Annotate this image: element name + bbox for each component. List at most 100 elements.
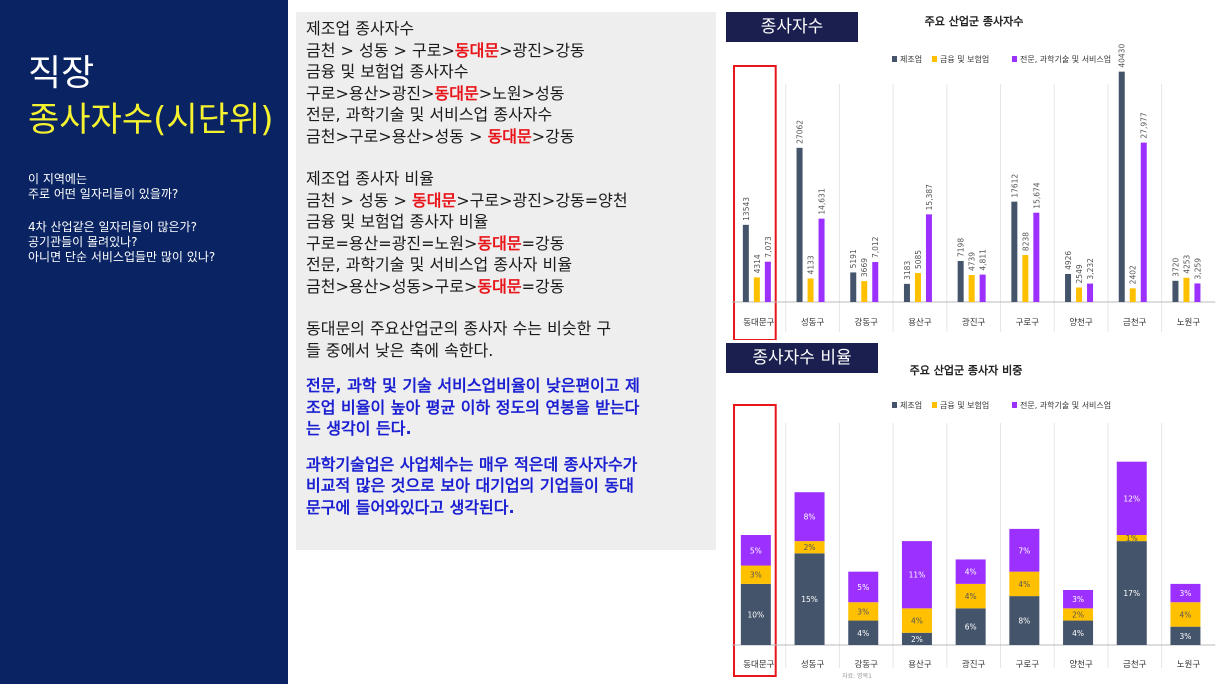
- legend-swatch: [932, 402, 937, 408]
- stacked-bar-segment: [955, 608, 986, 645]
- x-tick-label: 용산구: [908, 317, 932, 328]
- data-label: 12%: [1123, 494, 1140, 503]
- bar: [957, 260, 964, 302]
- stacked-bar-segment: [848, 620, 879, 645]
- stacked-bar-segment: [848, 571, 879, 603]
- stacked-bar-segment: [955, 559, 986, 584]
- bar: [1011, 201, 1018, 302]
- x-tick-label: 성동구: [801, 660, 825, 670]
- rank-header-manufacturing: 제조업 종사자수: [306, 19, 415, 38]
- data-label: 6%: [965, 623, 977, 632]
- data-label: 1%: [1126, 534, 1138, 543]
- data-label: 7,073: [764, 236, 773, 258]
- legend-label: 전문, 과학기술 및 서비스업: [1020, 54, 1111, 64]
- legend-swatch: [932, 56, 937, 62]
- legend-swatch: [892, 56, 897, 62]
- data-label: 3183: [903, 261, 912, 280]
- x-tick-label: 광진구: [962, 659, 986, 670]
- insight-paragraph-2-cont: 비교적 많은 것으로 보아 대기업의 기업들이 동대: [306, 476, 634, 495]
- highlight-box: [733, 65, 777, 340]
- x-tick-label: 금천구: [1123, 317, 1147, 328]
- stacked-bar-segment: [1170, 583, 1201, 603]
- data-label: 5191: [849, 249, 858, 268]
- bar: [796, 147, 803, 302]
- data-label: 2%: [804, 543, 816, 552]
- data-label: 10%: [748, 610, 765, 619]
- question-line: 4차 산업같은 일자리들이 많은가?: [28, 220, 197, 234]
- stacked-bar-segment: [740, 583, 771, 645]
- page-subtitle: 종사자수(시단위): [28, 100, 274, 140]
- insight-paragraph-1: 전문, 과학 및 기술 서비스업비율이 낮은편이고 제: [306, 376, 640, 395]
- data-label: 4314: [753, 254, 762, 273]
- rank-science: 금천>구로>용산>성동 > 동대문>강동: [306, 126, 575, 146]
- bar: [1194, 283, 1201, 302]
- stacked-bar-segment: [794, 492, 825, 542]
- rank-header-finance: 금융 및 보험업 종사자수: [306, 62, 469, 81]
- legend-label: 금융 및 보험업: [940, 54, 989, 64]
- data-label: 2%: [1072, 610, 1084, 619]
- bar: [979, 274, 986, 302]
- data-label: 8%: [804, 513, 816, 522]
- question-block-2: 4차 산업같은 일자리들이 많은가? 공기관들이 몰려있나? 아니면 단순 서비…: [28, 220, 283, 265]
- data-label: 4739: [968, 252, 977, 271]
- data-label: 11%: [909, 571, 926, 580]
- x-tick-label: 성동구: [801, 318, 825, 328]
- bar: [1118, 71, 1125, 302]
- data-label: 4%: [911, 617, 923, 626]
- x-tick-label: 노원구: [1177, 318, 1201, 328]
- data-label: 7,012: [871, 236, 880, 258]
- bar: [1033, 212, 1040, 302]
- data-label: 3%: [1072, 595, 1084, 604]
- stacked-bar-segment: [794, 541, 825, 554]
- bar: [968, 274, 975, 302]
- legend-swatch: [1012, 56, 1017, 62]
- rank-finance: 구로>용산>광진>동대문>노원>성동: [306, 83, 565, 103]
- rank-header-science: 전문, 과학기술 및 서비스업 종사자수: [306, 105, 553, 124]
- data-label: 5085: [914, 250, 923, 269]
- stacked-bar-segment: [740, 565, 771, 584]
- x-tick-label: 강동구: [855, 659, 879, 670]
- data-label: 4%: [857, 629, 869, 638]
- insight-paragraph-2-end: 문구에 들어와있다고 생각된다.: [306, 497, 515, 517]
- question-line: 아니면 단순 서비스업들만 많이 있나?: [28, 250, 216, 264]
- legend-label: 제조업: [900, 55, 922, 64]
- bar: [914, 273, 921, 302]
- ratio-finance: 구로=용산=광진=노원>동대문=강동: [306, 233, 565, 253]
- source-note: 자료: 명목1: [842, 672, 872, 680]
- chart-tab-ratio: 종사자수 비율: [726, 343, 878, 373]
- legend-label: 전문, 과학기술 및 서비스업: [1020, 400, 1111, 410]
- data-label: 40430: [1118, 44, 1127, 68]
- question-block-1: 이 지역에는 주로 어떤 일자리들이 있을까?: [28, 172, 278, 202]
- page-title: 직장: [28, 53, 95, 94]
- stacked-bar-segment: [1116, 535, 1147, 542]
- chart-title: 주요 산업군 종사자 비중: [910, 363, 1023, 377]
- stacked-bar-segment: [848, 602, 879, 621]
- insight-paragraph-2: 과학기술업은 사업체수는 매우 적은데 종사자수가: [306, 454, 638, 474]
- sidebar: 직장 종사자수(시단위) 이 지역에는 주로 어떤 일자리들이 있을까? 4차 …: [0, 0, 288, 684]
- data-label: 2549: [1075, 264, 1084, 283]
- stacked-bar-segment: [794, 553, 825, 645]
- stacked-bar-segment: [901, 541, 932, 609]
- stacked-bar-segment: [1116, 461, 1147, 535]
- x-tick-label: 노원구: [1177, 660, 1201, 670]
- question-line: 이 지역에는: [28, 172, 88, 186]
- bar: [1076, 287, 1083, 302]
- bar: [1129, 288, 1136, 302]
- data-label: 5%: [750, 546, 762, 555]
- data-label: 4253: [1182, 254, 1191, 273]
- x-tick-label: 양천구: [1069, 659, 1093, 670]
- stacked-bar-segment: [1009, 596, 1040, 645]
- bar: [764, 261, 771, 302]
- data-label: 3720: [1171, 257, 1180, 276]
- data-label: 3%: [1179, 632, 1191, 641]
- bar: [1183, 277, 1190, 302]
- analysis-text-panel: 제조업 종사자수 금천 > 성동 > 구로>동대문>광진>강동 금융 및 보험업…: [296, 12, 716, 550]
- data-label: 5%: [857, 583, 869, 592]
- stacked-bar-segment: [1063, 590, 1094, 609]
- bar: [1065, 273, 1072, 302]
- bar: [925, 214, 932, 302]
- data-label: 8%: [1018, 617, 1030, 626]
- ratio-manufacturing: 금천 > 성동 > 동대문>구로>광진>강동=양천: [306, 190, 628, 210]
- x-tick-label: 동대문구: [743, 318, 774, 328]
